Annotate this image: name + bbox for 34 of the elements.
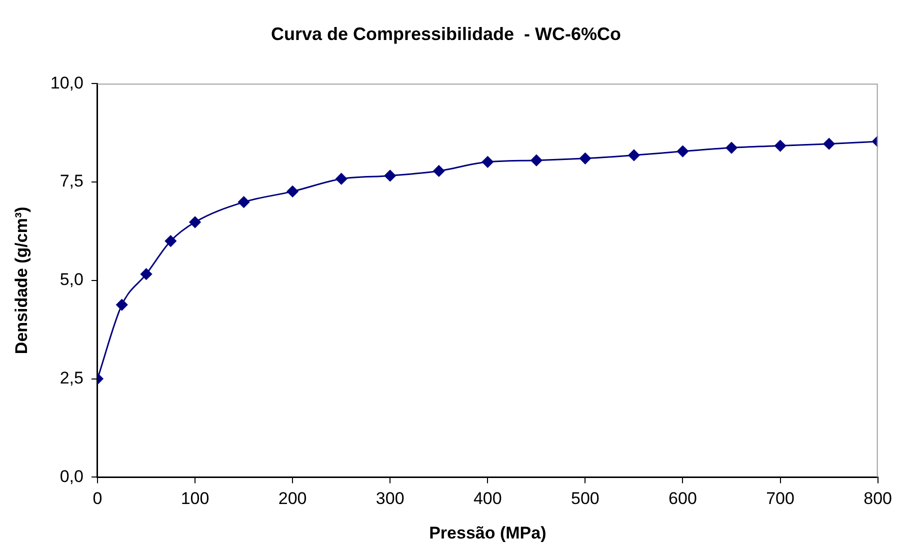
chart-title: Curva de Compressibilidade - WC-6%Co xyxy=(270,24,622,44)
point xyxy=(140,268,152,280)
point xyxy=(116,299,128,311)
y-tick-label: 0,0 xyxy=(60,466,84,486)
point xyxy=(336,173,348,185)
x-tick-label: 500 xyxy=(571,489,600,508)
x-tick-label: 100 xyxy=(180,489,210,508)
x-tick-label: 200 xyxy=(278,489,307,508)
point xyxy=(530,154,542,166)
point xyxy=(628,149,640,161)
x-axis-title: Pressão (MPa) xyxy=(429,523,546,542)
point xyxy=(238,196,250,208)
point xyxy=(774,140,786,152)
x-tick-label: 600 xyxy=(668,489,697,508)
point xyxy=(286,186,298,198)
x-tick-label: 700 xyxy=(766,489,794,508)
point xyxy=(482,156,494,168)
point xyxy=(164,235,176,247)
point xyxy=(433,165,445,177)
point xyxy=(189,216,201,228)
point xyxy=(676,146,688,158)
x-tick-label: 400 xyxy=(473,489,502,508)
point xyxy=(384,170,396,182)
x-tick-label: 300 xyxy=(376,489,404,508)
y-tick-label: 2,5 xyxy=(60,368,84,388)
y-tick-label: 7,5 xyxy=(60,172,84,191)
point xyxy=(579,152,591,164)
point xyxy=(823,138,835,150)
x-tick-label: 800 xyxy=(864,489,892,508)
point xyxy=(726,142,738,154)
x-tick-label: 0 xyxy=(92,489,102,508)
y-tick-label: 5,0 xyxy=(60,270,84,290)
y-tick-label: 10,0 xyxy=(50,73,84,92)
y-axis-title: Densidade (g/cm³) xyxy=(12,206,31,354)
